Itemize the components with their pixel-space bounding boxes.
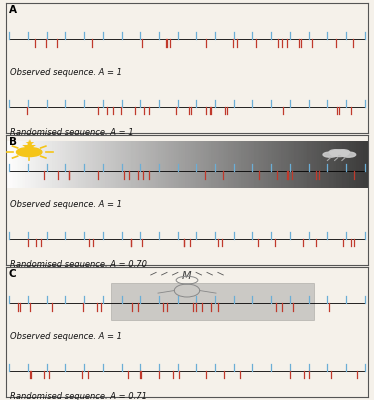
- Text: B: B: [9, 137, 16, 147]
- Circle shape: [330, 150, 349, 156]
- Text: Observed sequence. A = 1: Observed sequence. A = 1: [10, 332, 122, 341]
- Text: Randomised sequence. A = 0.71: Randomised sequence. A = 0.71: [10, 392, 147, 400]
- Text: Randomised sequence. A = 0.70: Randomised sequence. A = 0.70: [10, 260, 147, 269]
- Text: Randomised sequence. A = 1: Randomised sequence. A = 1: [10, 128, 134, 137]
- Text: ★: ★: [21, 139, 37, 157]
- Text: Observed sequence. A = 1: Observed sequence. A = 1: [10, 68, 122, 77]
- Text: ★: ★: [24, 140, 34, 150]
- Text: A: A: [9, 5, 16, 15]
- Text: Observed sequence. A = 1: Observed sequence. A = 1: [10, 200, 122, 209]
- Circle shape: [323, 152, 338, 157]
- Circle shape: [341, 152, 356, 157]
- Circle shape: [329, 150, 342, 154]
- Bar: [111, 283, 314, 320]
- Circle shape: [337, 150, 350, 154]
- Circle shape: [16, 148, 42, 156]
- Text: M: M: [182, 271, 192, 281]
- Text: C: C: [9, 269, 16, 279]
